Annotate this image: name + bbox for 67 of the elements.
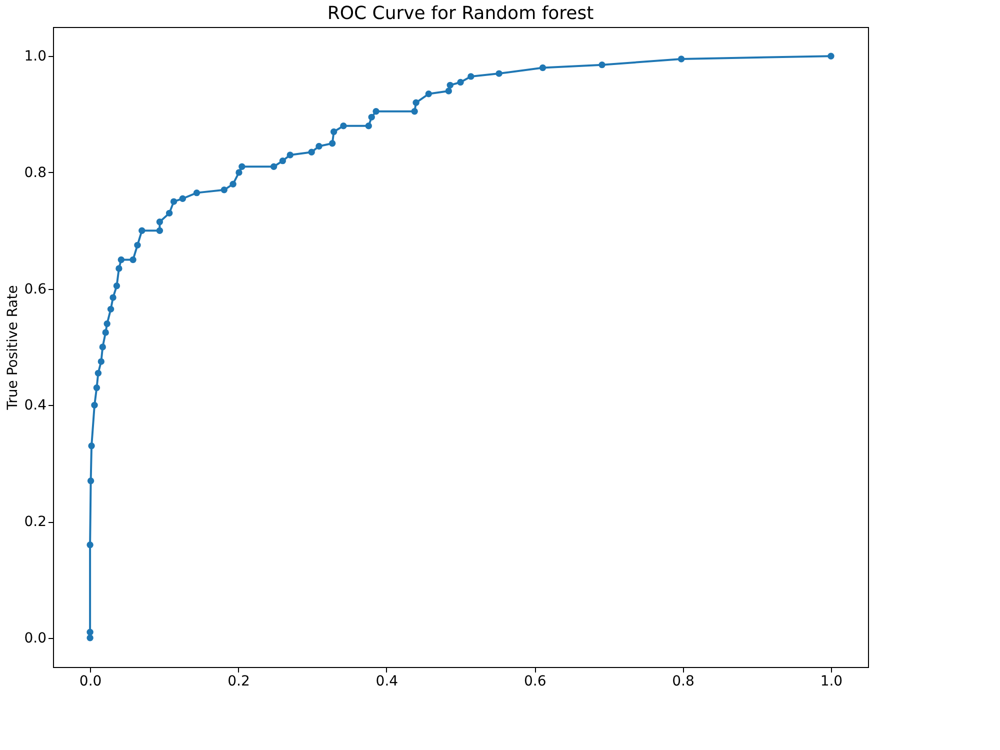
- point: [828, 52, 834, 60]
- point: [86, 541, 94, 548]
- x-tick-label: 1.0: [820, 674, 843, 690]
- point: [446, 82, 454, 89]
- point: [134, 242, 141, 249]
- point: [270, 163, 278, 170]
- point: [91, 402, 98, 409]
- point: [156, 218, 164, 226]
- x-tick-label: 0.2: [228, 674, 250, 690]
- point: [340, 122, 347, 130]
- y-tick-label: 0.8: [24, 164, 46, 181]
- point: [170, 198, 178, 205]
- point: [279, 157, 286, 164]
- point: [238, 163, 246, 170]
- y-tick-label: 1.0: [24, 48, 46, 65]
- x-tick-label: 0.4: [376, 674, 398, 690]
- point: [118, 256, 125, 264]
- point: [110, 294, 116, 301]
- point: [138, 227, 146, 234]
- point: [104, 320, 110, 328]
- point: [539, 64, 546, 72]
- y-tick-label: 0.0: [24, 630, 46, 646]
- point: [102, 329, 109, 336]
- x-tick-label: 0.6: [524, 674, 546, 690]
- point: [496, 70, 502, 77]
- point: [330, 128, 338, 136]
- point: [678, 56, 685, 62]
- point: [98, 358, 105, 365]
- point: [368, 114, 375, 121]
- point: [179, 195, 186, 202]
- point: [86, 628, 94, 636]
- point: [286, 152, 294, 158]
- point: [166, 210, 173, 217]
- point: [412, 99, 420, 106]
- point: [598, 61, 606, 68]
- point: [365, 122, 372, 130]
- point: [230, 180, 236, 188]
- point: [99, 344, 106, 350]
- point: [113, 282, 120, 290]
- point: [156, 227, 164, 234]
- point: [468, 73, 474, 80]
- point: [94, 370, 102, 377]
- point: [236, 169, 242, 176]
- point: [93, 384, 100, 392]
- y-tick-label: 0.4: [24, 398, 47, 414]
- point: [328, 140, 336, 147]
- chart-title: ROC Curve for Random forest: [327, 3, 594, 24]
- point: [116, 265, 122, 272]
- point: [130, 256, 136, 264]
- point: [107, 306, 114, 313]
- point: [308, 148, 315, 156]
- y-tick-label: 0.2: [24, 514, 46, 530]
- point: [88, 442, 95, 450]
- point: [411, 108, 418, 115]
- point: [372, 108, 380, 115]
- y-axis-title: True Positive Rate: [5, 285, 22, 411]
- point: [445, 88, 452, 94]
- point: [316, 142, 322, 150]
- y-tick-label: 0.6: [24, 281, 47, 298]
- point: [425, 90, 432, 98]
- x-tick-label: 0.0: [79, 674, 102, 690]
- point: [193, 189, 200, 196]
- point: [87, 477, 94, 484]
- point: [220, 186, 228, 194]
- point: [86, 634, 94, 642]
- point: [457, 78, 464, 86]
- x-tick-label: 0.8: [672, 674, 694, 690]
